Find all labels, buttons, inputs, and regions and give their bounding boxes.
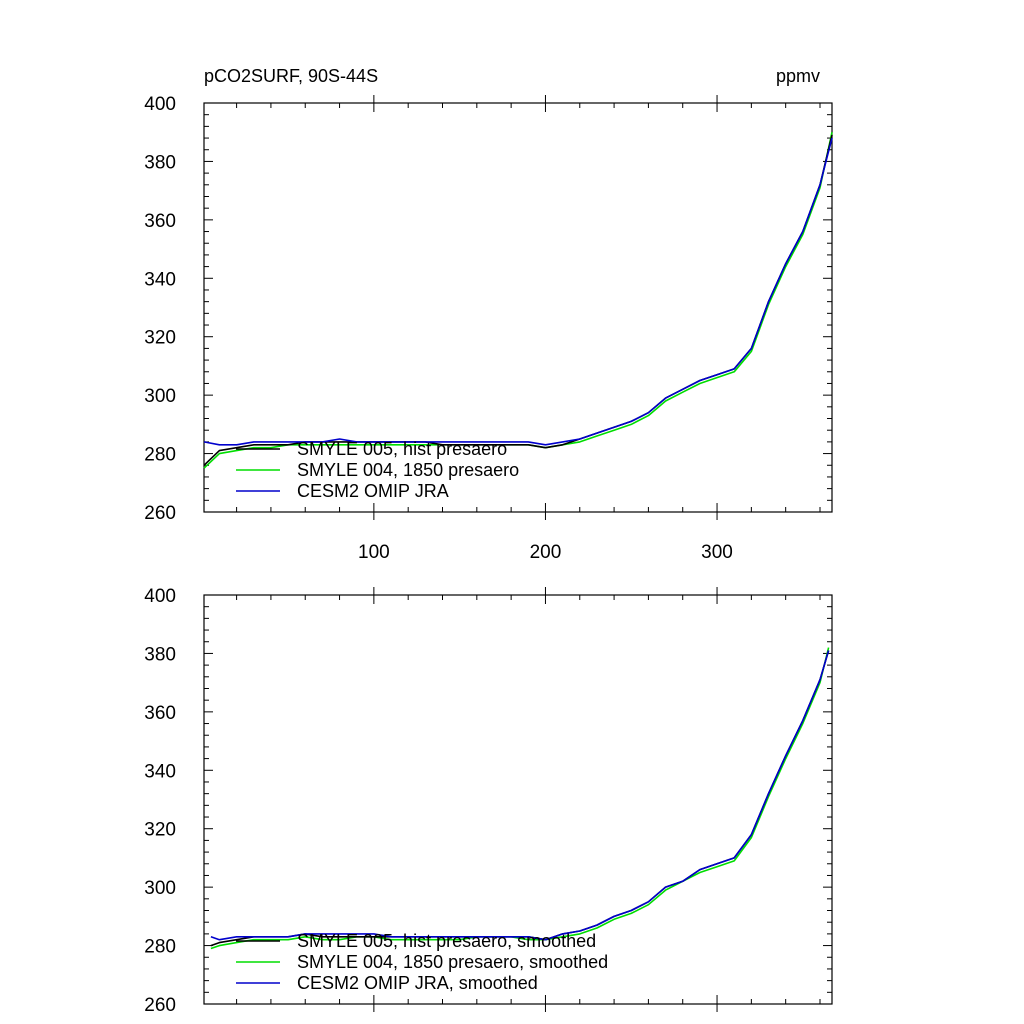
- legend-label: CESM2 OMIP JRA: [297, 481, 449, 501]
- chart-title: pCO2SURF, 90S-44S: [204, 66, 378, 86]
- legend-label: SMYLE 004, 1850 presaero: [297, 460, 519, 480]
- units-label: ppmv: [776, 66, 820, 86]
- y-tick-label: 280: [144, 937, 176, 958]
- series-line-blue: [203, 137, 833, 446]
- y-tick-label: 380: [144, 644, 176, 665]
- panel-bottom: 260 280 300 320 340 360 380 400 SMYLE 005, hist …: [144, 586, 833, 1016]
- y-tick-label: 360: [144, 703, 176, 724]
- y-tick-label: 320: [144, 820, 176, 841]
- legend-label: SMYLE 005, hist presaero, smoothed: [297, 931, 596, 951]
- y-tick-label: 260: [144, 995, 176, 1016]
- y-tick-label: 380: [144, 152, 176, 173]
- legend-label: SMYLE 005, hist presaero: [297, 439, 507, 459]
- y-tick-label: 360: [144, 211, 176, 232]
- panel-top: 260 280 300 320 340 360 380 400 100 200 300 SMYLE 0…: [144, 94, 833, 563]
- y-tick-label: 260: [144, 503, 176, 524]
- y-tick-label: 280: [144, 445, 176, 466]
- y-tick-label: 400: [144, 586, 176, 607]
- y-tick-label: 340: [144, 761, 176, 782]
- legend-label: CESM2 OMIP JRA, smoothed: [297, 973, 538, 993]
- series-line-blue: [210, 650, 830, 941]
- x-tick-label: 200: [530, 542, 562, 563]
- series-line-black: [203, 134, 833, 466]
- plot-frame: [203, 594, 833, 1005]
- y-tick-label: 300: [144, 878, 176, 899]
- y-tick-label: 300: [144, 386, 176, 407]
- series-line-black: [210, 650, 830, 947]
- series-line-green: [203, 132, 833, 469]
- y-tick-label: 340: [144, 269, 176, 290]
- plot-frame: [203, 102, 833, 513]
- y-tick-label: 320: [144, 328, 176, 349]
- series-line-green: [210, 647, 830, 950]
- legend-label: SMYLE 004, 1850 presaero, smoothed: [297, 952, 608, 972]
- y-tick-label: 400: [144, 94, 176, 115]
- x-tick-label: 100: [358, 542, 390, 563]
- x-tick-label: 300: [701, 542, 733, 563]
